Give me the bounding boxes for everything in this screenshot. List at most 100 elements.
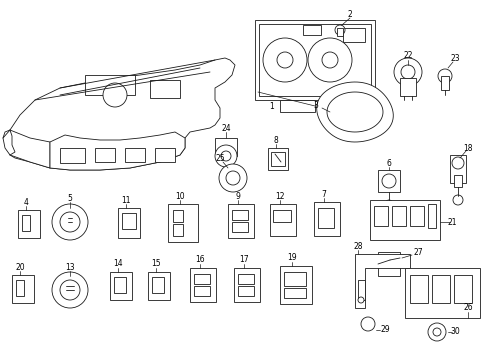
Bar — [16, 280, 24, 296]
Bar — [269, 204, 295, 236]
Bar — [227, 204, 253, 238]
Bar — [313, 202, 339, 236]
Bar — [391, 206, 405, 226]
Bar — [377, 252, 399, 276]
Text: 16: 16 — [195, 256, 204, 265]
Circle shape — [321, 52, 337, 68]
Polygon shape — [3, 130, 15, 155]
Text: 5: 5 — [67, 194, 72, 202]
Bar — [238, 286, 253, 296]
Bar — [148, 272, 170, 300]
Bar — [453, 175, 461, 187]
Bar — [12, 275, 34, 303]
Circle shape — [215, 145, 237, 167]
Bar — [190, 268, 216, 302]
Circle shape — [221, 151, 230, 161]
Polygon shape — [316, 82, 392, 142]
Polygon shape — [50, 132, 184, 170]
Text: 11: 11 — [121, 195, 130, 204]
Text: 26: 26 — [462, 303, 472, 312]
Circle shape — [451, 157, 463, 169]
Circle shape — [437, 69, 451, 83]
Circle shape — [381, 174, 395, 188]
Circle shape — [52, 204, 88, 240]
Bar — [122, 213, 136, 229]
Text: 9: 9 — [235, 192, 240, 201]
Bar — [453, 275, 471, 303]
Circle shape — [263, 38, 306, 82]
Bar — [409, 206, 423, 226]
Bar — [303, 25, 320, 35]
Circle shape — [393, 58, 421, 86]
Text: 14: 14 — [113, 260, 122, 269]
Circle shape — [219, 164, 246, 192]
Text: 7: 7 — [321, 189, 326, 198]
Text: 10: 10 — [175, 192, 184, 201]
Polygon shape — [354, 254, 409, 308]
Bar — [152, 277, 163, 293]
Bar — [409, 275, 427, 303]
Bar — [95, 148, 115, 162]
Text: 25: 25 — [215, 153, 224, 162]
Circle shape — [357, 297, 363, 303]
Text: 2: 2 — [347, 9, 352, 18]
Text: 17: 17 — [239, 256, 248, 265]
Text: 22: 22 — [403, 50, 412, 59]
Text: 12: 12 — [275, 192, 284, 201]
Circle shape — [427, 323, 445, 341]
Bar — [399, 78, 415, 96]
Bar — [284, 272, 305, 286]
Bar — [168, 204, 198, 242]
Circle shape — [432, 328, 440, 336]
Text: 24: 24 — [221, 123, 230, 132]
Circle shape — [52, 272, 88, 308]
Circle shape — [60, 280, 80, 300]
Circle shape — [225, 171, 240, 185]
Text: 6: 6 — [386, 158, 390, 167]
Bar — [377, 170, 399, 192]
Bar — [357, 280, 364, 300]
Text: 13: 13 — [65, 262, 75, 271]
Bar — [194, 274, 209, 284]
Text: 20: 20 — [15, 262, 25, 271]
Bar — [85, 75, 135, 95]
Text: 19: 19 — [286, 253, 296, 262]
Bar — [60, 148, 85, 163]
Bar — [280, 266, 311, 304]
Circle shape — [276, 52, 292, 68]
Bar — [18, 210, 40, 238]
Text: 29: 29 — [379, 325, 389, 334]
Bar — [254, 20, 374, 100]
Bar — [267, 148, 287, 170]
Bar — [284, 288, 305, 298]
Bar — [431, 275, 449, 303]
Text: 27: 27 — [412, 248, 422, 257]
Bar — [440, 76, 448, 90]
Bar — [259, 24, 370, 96]
Bar — [427, 204, 435, 228]
Bar — [114, 277, 126, 293]
Text: 28: 28 — [352, 242, 362, 251]
Circle shape — [400, 65, 414, 79]
Text: 30: 30 — [449, 328, 459, 337]
Circle shape — [384, 200, 392, 208]
Bar — [231, 210, 247, 220]
Circle shape — [334, 25, 345, 35]
Bar — [373, 206, 387, 226]
Polygon shape — [326, 92, 382, 132]
Text: 1: 1 — [269, 102, 274, 111]
Bar — [155, 148, 175, 162]
Bar — [215, 138, 237, 156]
Circle shape — [307, 38, 351, 82]
Bar — [449, 155, 465, 183]
Bar — [231, 222, 247, 232]
Bar — [238, 274, 253, 284]
Bar — [272, 210, 290, 222]
Polygon shape — [10, 130, 50, 168]
Text: 8: 8 — [273, 135, 278, 144]
Bar — [173, 224, 183, 236]
Text: 3: 3 — [313, 100, 318, 109]
Circle shape — [360, 317, 374, 331]
Text: 18: 18 — [462, 144, 472, 153]
Bar — [342, 28, 364, 42]
